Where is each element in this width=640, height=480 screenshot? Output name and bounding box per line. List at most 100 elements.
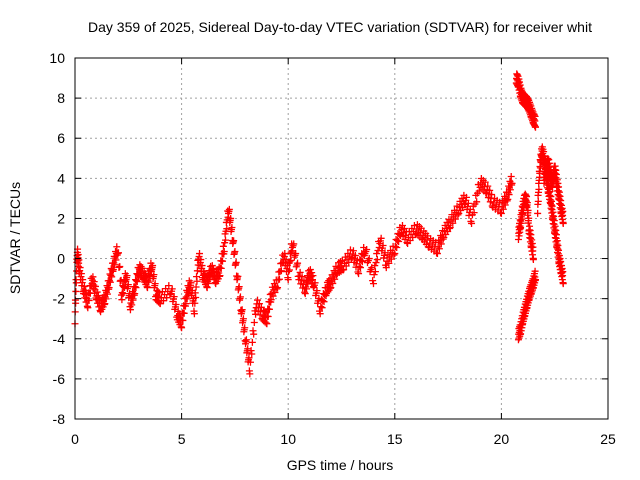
data-point [313,287,321,295]
data-point [106,277,114,285]
data-point [501,201,509,209]
data-point [296,268,304,276]
data-point [282,256,290,264]
data-point [546,187,554,195]
data-point [371,268,379,276]
data-point [271,288,279,296]
data-point [385,259,393,267]
data-point [242,336,250,344]
data-point [170,293,178,301]
chart-title: Day 359 of 2025, Sidereal Day-to-day VTE… [88,19,592,35]
data-point [114,249,122,257]
data-point [506,186,514,194]
data-point [309,272,317,280]
data-point [193,277,201,285]
data-point [255,300,263,308]
y-axis-label: SDTVAR / TECUs [7,182,23,294]
y-tick-label: 8 [57,90,65,106]
data-point [238,306,246,314]
data-point [497,209,505,217]
data-point [196,250,204,258]
data-point [552,231,560,239]
data-point [559,268,567,276]
data-point [390,251,398,259]
data-point [331,275,339,283]
data-point [159,297,167,305]
data-point [145,278,153,286]
data-point [223,225,231,233]
data-point [216,272,224,280]
data-point [263,320,271,328]
data-point [468,219,476,227]
data-point [298,273,306,281]
data-point [89,273,97,281]
data-point [303,285,311,293]
data-point [349,247,357,255]
data-point [488,191,496,199]
grid-lines [75,58,608,419]
data-point [262,309,270,317]
data-point [555,183,563,191]
data-point [250,319,258,327]
data-point [131,283,139,291]
data-point [264,313,272,321]
data-point [306,266,314,274]
data-point [301,290,309,298]
data-point [217,264,225,272]
data-point [245,354,253,362]
data-point [109,266,117,274]
y-tick-label: -8 [53,411,66,427]
data-point [126,306,134,314]
data-point [151,280,159,288]
data-point [342,262,350,270]
data-point [191,299,199,307]
data-point [225,205,233,213]
data-point [505,191,513,199]
data-point [329,279,337,287]
data-point [84,304,92,312]
data-point [451,215,459,223]
data-point [113,243,121,251]
data-point [557,258,565,266]
x-tick-label: 20 [494,431,510,447]
data-point [232,258,240,266]
data-point [234,272,242,280]
data-point [437,240,445,248]
data-point [143,284,151,292]
data-point [531,112,539,120]
data-point [129,296,137,304]
tick-labels: 0 5 10 15 20 25 -8 -6 -4 -2 0 2 4 6 8 10 [49,50,616,447]
data-point [546,163,554,171]
data-points [71,70,567,378]
data-point [131,290,139,298]
data-point [220,248,228,256]
y-tick-label: -2 [53,291,66,307]
y-tick-label: -4 [53,331,66,347]
data-point [516,81,524,89]
data-point [107,271,115,279]
data-point [393,237,401,245]
x-tick-label: 0 [71,431,79,447]
data-point [557,197,565,205]
data-point [532,276,540,284]
data-point [316,310,324,318]
data-point [128,301,136,309]
data-point [275,275,283,283]
data-point [111,261,119,269]
y-tick-label: -6 [53,371,66,387]
data-point [486,186,494,194]
data-point [523,199,531,207]
data-point [308,269,316,277]
data-point [155,289,163,297]
data-point [391,243,399,251]
data-point [372,259,380,267]
series-group [71,173,516,378]
data-point [165,282,173,290]
data-point [253,296,261,304]
series-group [514,190,537,264]
data-point [358,258,366,266]
data-point [163,294,171,302]
data-point [269,292,277,300]
data-point [85,296,93,304]
